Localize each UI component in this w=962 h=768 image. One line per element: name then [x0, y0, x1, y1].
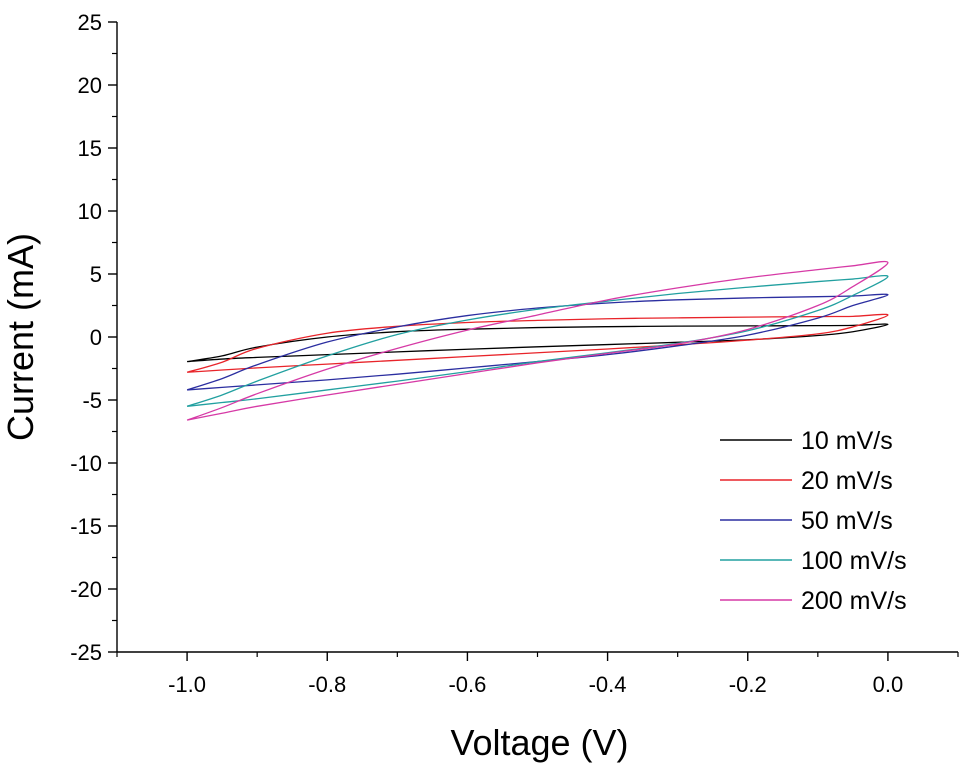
- legend: 10 mV/s 20 mV/s 50 mV/s 100 mV/s 200 mV/s: [720, 427, 907, 615]
- y-tick-label: 10: [78, 199, 102, 224]
- y-tick-label: 20: [78, 73, 102, 98]
- y-axis-title: Current (mA): [0, 233, 41, 441]
- legend-label-50-mv-s: 50 mV/s: [801, 507, 893, 535]
- series-layer: [186, 260, 889, 421]
- y-tick-label: -5: [82, 388, 102, 413]
- y-tick-label: 15: [78, 136, 102, 161]
- series-line-200-mv-s: [186, 260, 889, 421]
- series-line-100-mv-s: [186, 274, 889, 407]
- series-line-50-mv-s: [186, 293, 889, 391]
- y-tick-label: 25: [78, 10, 102, 35]
- x-tick-label: -0.4: [589, 672, 627, 697]
- y-tick-label: 0: [90, 325, 102, 350]
- x-tick-label: -1.0: [168, 672, 206, 697]
- y-tick-label: -15: [70, 514, 102, 539]
- legend-label-10-mv-s: 10 mV/s: [801, 427, 893, 455]
- y-tick-label: -10: [70, 451, 102, 476]
- series-line-10-mv-s: [186, 323, 889, 363]
- x-axis-title: Voltage (V): [450, 722, 628, 763]
- x-tick-label: -0.2: [729, 672, 767, 697]
- x-tick-label: 0.0: [873, 672, 904, 697]
- legend-label-20-mv-s: 20 mV/s: [801, 467, 893, 495]
- axes-layer: 25 20 15 10 5 0 -5 -10 -15 -20 -25 -1.0 -0.8 -0.6 -0.4…: [70, 10, 959, 697]
- x-tick-label: -0.6: [448, 672, 486, 697]
- x-tick-label: -0.8: [308, 672, 346, 697]
- legend-label-100-mv-s: 100 mV/s: [801, 547, 907, 575]
- y-tick-label: -25: [70, 640, 102, 665]
- y-tick-label: -20: [70, 577, 102, 602]
- y-tick-label: 5: [90, 262, 102, 287]
- series-line-20-mv-s: [186, 313, 889, 373]
- legend-label-200-mv-s: 200 mV/s: [801, 587, 907, 615]
